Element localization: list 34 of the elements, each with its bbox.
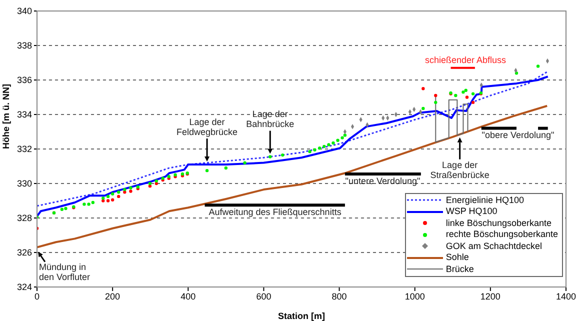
y-tick-label: 340 [16,6,32,16]
y-tick-label: 336 [16,75,32,86]
x-tick-label: 200 [105,291,120,302]
annotation: Lage der Straßenbrücke [429,160,490,180]
x-tick-label: 0 [34,291,40,302]
legend-label: WSP HQ100 [446,206,498,218]
x-tick-label: 1400 [556,291,576,302]
annotation: Lage der Bahnbrücke [246,108,294,129]
y-tick-label: 338 [16,40,32,51]
x-tick-label: 600 [256,291,272,302]
annotation: Aufweitung des Fließquerschnitts [208,207,342,218]
x-tick-label: 1000 [404,291,425,302]
y-tick-label: 332 [16,144,32,154]
x-tick-label: 400 [180,291,196,302]
y-tick-label: 326 [16,248,32,258]
legend-label: linke Böschungsoberkante [446,218,552,229]
annotation: "obere Verdolung" [480,130,556,140]
y-tick-label: 328 [16,213,32,224]
annotation: Lage der Feldwegbrücke [176,116,239,137]
y-axis-title: Höhe [m ü. NN] [1,84,12,149]
y-tick-label: 324 [16,282,32,292]
y-tick-label: 334 [16,110,32,120]
annotation: "untere Verdolung" [345,176,420,186]
legend-label: GOK am Schachtdeckel [446,240,542,252]
legend-label: rechte Böschungsoberkante [446,229,558,240]
x-tick-label: 800 [332,291,347,302]
legend-label: Energielinie HQ100 [446,194,524,206]
legend-label: Brücke [446,264,474,275]
annotation: Mündung in den Vorfluter [39,262,92,282]
y-tick-label: 330 [16,178,32,189]
x-tick-label: 1200 [480,291,500,302]
x-axis-title: Station [m] [278,311,325,321]
legend-label: Sohle [446,252,469,264]
annotation: schießender Abfluss [424,55,507,66]
